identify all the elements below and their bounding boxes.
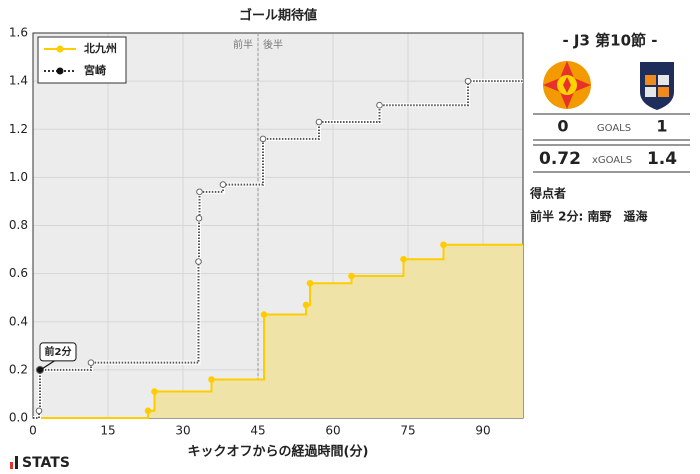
y-tick-label: 0.6 (9, 266, 28, 280)
home-xg: 0.72 (539, 149, 581, 169)
round-heading: - J3 第10節 - (562, 32, 657, 50)
legend-marker (56, 67, 64, 75)
marker (260, 311, 268, 318)
half-label: 後半 (263, 38, 283, 51)
y-tick-label: 1.6 (9, 26, 28, 40)
marker (219, 181, 227, 188)
goals-label: GOALS (597, 123, 631, 134)
home-goals: 0 (557, 117, 568, 136)
annotation: 前2分 (45, 345, 72, 358)
goal-marker (36, 365, 44, 374)
y-tick-label: 0.2 (9, 362, 28, 376)
marker (208, 376, 215, 383)
y-tick-label: 1.0 (9, 170, 28, 184)
marker (400, 255, 407, 263)
xg-label: xGOALS (592, 155, 632, 166)
marker (348, 272, 355, 280)
marker (144, 407, 152, 415)
y-tick-label: 0.0 (9, 411, 28, 425)
marker (35, 407, 43, 415)
scorers-title: 得点者 (529, 186, 566, 201)
annotation-box (39, 342, 77, 362)
marker (87, 359, 95, 366)
legend-box (37, 36, 127, 84)
x-tick-label: 30 (175, 424, 190, 438)
stats-logo-text: STATS (22, 455, 70, 471)
x-tick-label: 0 (29, 424, 37, 438)
legend-label: 北九州 (84, 41, 117, 55)
y-tick-label: 0.4 (9, 314, 28, 328)
x-tick-label: 15 (100, 424, 115, 438)
marker (302, 301, 310, 309)
marker (195, 214, 203, 222)
marker (151, 388, 158, 395)
scorer: 前半 2分: 南野 遥海 (530, 209, 648, 224)
away-goals: 1 (656, 117, 667, 136)
marker (195, 258, 202, 265)
marker (464, 77, 472, 85)
x-tick-label: 90 (475, 424, 490, 438)
y-tick-label: 1.2 (9, 122, 28, 136)
chart-title: ゴール期待値 (239, 8, 317, 24)
y-tick-label: 0.8 (9, 218, 28, 232)
legend-marker (56, 45, 64, 53)
y-tick-label: 1.4 (9, 74, 28, 88)
x-axis-label: キックオフからの経過時間(分) (188, 444, 369, 460)
away-xg: 1.4 (647, 149, 677, 169)
marker (440, 241, 447, 249)
marker (376, 101, 383, 109)
stats-logo: STATS (10, 455, 70, 471)
line (33, 80, 523, 419)
marker (306, 279, 314, 287)
away-logo (640, 62, 674, 110)
area (33, 244, 523, 418)
plot: 0.0 0.2 0.4 0.6 0.8 1.0 1.2 1.4 1.6 0 15 30 45 60 75 90… (9, 26, 524, 438)
marker (315, 118, 323, 126)
marker (196, 188, 203, 196)
legend-label: 宮崎 (84, 63, 106, 77)
half-label: 前半 (233, 38, 253, 51)
x-tick-label: 45 (250, 424, 265, 438)
marker (259, 135, 267, 143)
x-tick-label: 75 (400, 424, 415, 438)
x-tick-label: 60 (325, 424, 340, 438)
home-logo (543, 61, 591, 109)
